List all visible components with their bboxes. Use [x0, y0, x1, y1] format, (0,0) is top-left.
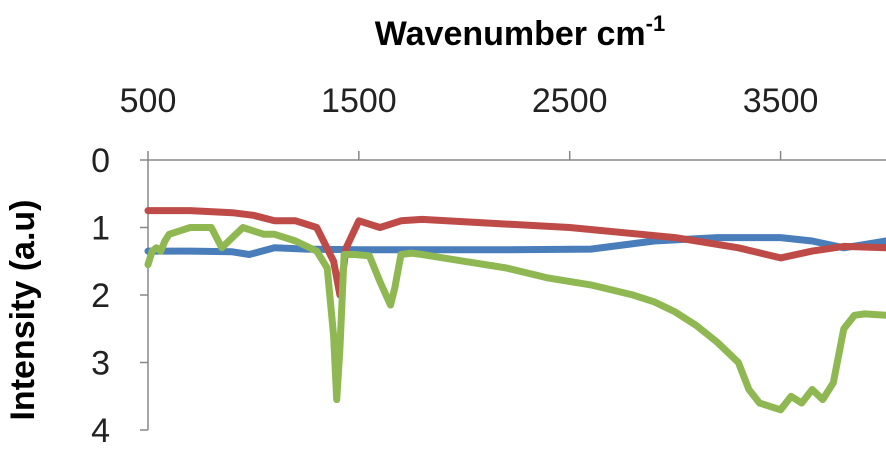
- y-tick-label: 0: [91, 142, 110, 180]
- x-tick-label: 500: [120, 82, 177, 120]
- x-axis-title-superscript: -1: [646, 11, 666, 36]
- series-line-3: [144, 224, 886, 414]
- axes: [140, 151, 886, 431]
- x-tick-label: 2500: [532, 82, 608, 120]
- series-line-1: [144, 234, 886, 258]
- y-tick-label: 4: [91, 412, 110, 450]
- y-tick-label: 3: [91, 345, 110, 383]
- y-tick-labels: 0 1 2 3 4: [91, 142, 110, 450]
- x-tick-labels: 500 1500 2500 3500: [120, 82, 819, 120]
- x-tick-label: 3500: [743, 82, 819, 120]
- y-tick-label: 1: [91, 210, 110, 248]
- x-axis-title-text: Wavenumber cm: [375, 15, 646, 53]
- series-group: [144, 207, 886, 414]
- series-line-2: [144, 207, 886, 299]
- x-tick-label: 1500: [321, 82, 397, 120]
- x-axis-title: Wavenumber cm-1: [375, 11, 665, 53]
- y-axis-title: Intensity (a.u): [4, 199, 42, 420]
- y-tick-label: 2: [91, 277, 110, 315]
